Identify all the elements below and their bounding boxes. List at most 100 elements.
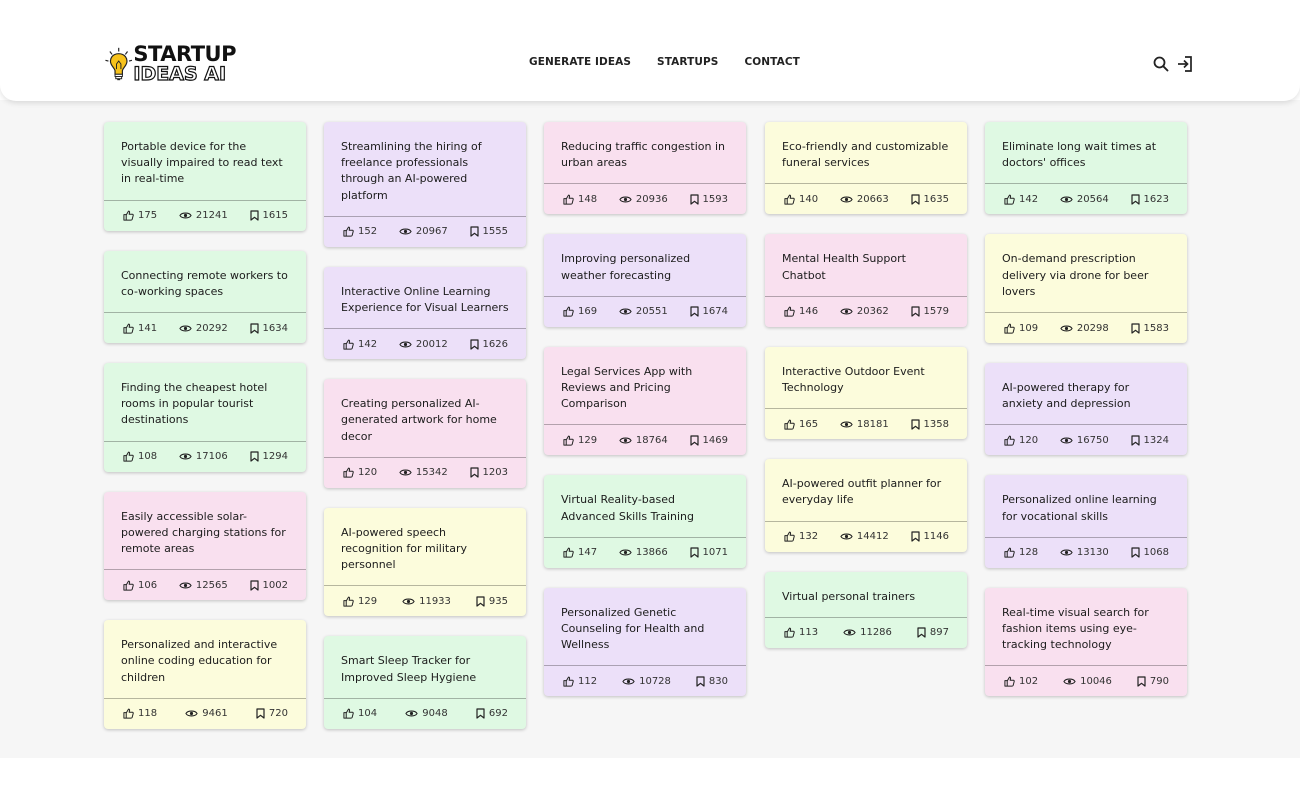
idea-stats: 148 20936 1593 bbox=[544, 183, 746, 214]
like-stat[interactable]: 106 bbox=[123, 580, 157, 591]
like-stat[interactable]: 152 bbox=[343, 226, 377, 237]
ideas-column: Reducing traffic congestion in urban are… bbox=[544, 122, 746, 716]
idea-card[interactable]: On-demand prescription delivery via dron… bbox=[985, 234, 1187, 344]
idea-card[interactable]: AI-powered outfit planner for everyday l… bbox=[765, 459, 967, 552]
save-stat[interactable]: 1358 bbox=[910, 419, 949, 430]
save-stat[interactable]: 830 bbox=[696, 676, 728, 687]
like-stat[interactable]: 120 bbox=[1004, 435, 1038, 446]
like-stat[interactable]: 141 bbox=[123, 323, 157, 334]
save-stat[interactable]: 1674 bbox=[689, 306, 728, 317]
save-stat[interactable]: 1593 bbox=[689, 194, 728, 205]
save-stat[interactable]: 720 bbox=[256, 708, 288, 719]
like-stat[interactable]: 128 bbox=[1004, 547, 1038, 558]
idea-card[interactable]: Personalized online learning for vocatio… bbox=[985, 475, 1187, 568]
idea-card[interactable]: Mental Health Support Chatbot 146 20362 157… bbox=[765, 234, 967, 327]
like-stat[interactable]: 112 bbox=[563, 676, 597, 687]
save-stat[interactable]: 1071 bbox=[689, 547, 728, 558]
like-stat[interactable]: 169 bbox=[563, 306, 597, 317]
idea-card[interactable]: AI-powered therapy for anxiety and depre… bbox=[985, 363, 1187, 456]
save-stat[interactable]: 1626 bbox=[469, 339, 508, 350]
idea-card[interactable]: Virtual personal trainers 113 11286 897 bbox=[765, 571, 967, 648]
eye-icon bbox=[619, 195, 632, 204]
save-stat[interactable]: 1324 bbox=[1130, 435, 1169, 446]
like-stat[interactable]: 142 bbox=[1004, 194, 1038, 205]
like-stat[interactable]: 108 bbox=[123, 451, 157, 462]
idea-card[interactable]: Streamlining the hiring of freelance pro… bbox=[324, 122, 526, 247]
like-stat[interactable]: 129 bbox=[563, 435, 597, 446]
save-stat[interactable]: 1294 bbox=[249, 451, 288, 462]
like-stat[interactable]: 120 bbox=[343, 467, 377, 478]
save-stat[interactable]: 1203 bbox=[469, 467, 508, 478]
idea-title: Eco-friendly and customizable funeral se… bbox=[782, 140, 949, 170]
save-stat[interactable]: 1579 bbox=[910, 306, 949, 317]
save-stat[interactable]: 1469 bbox=[689, 435, 728, 446]
save-stat[interactable]: 1146 bbox=[910, 531, 949, 542]
nav-startups[interactable]: STARTUPS bbox=[657, 56, 719, 68]
eye-icon bbox=[402, 597, 415, 606]
idea-card[interactable]: Portable device for the visually impaire… bbox=[104, 122, 306, 231]
idea-card[interactable]: AI-powered speech recognition for milita… bbox=[324, 507, 526, 617]
like-stat[interactable]: 113 bbox=[784, 627, 818, 638]
like-stat[interactable]: 118 bbox=[123, 708, 157, 719]
idea-card[interactable]: Creating personalized AI-generated artwo… bbox=[324, 379, 526, 488]
brand-logo[interactable]: STARTUP IDEAS AI bbox=[104, 40, 236, 88]
idea-card[interactable]: Real-time visual search for fashion item… bbox=[985, 587, 1187, 697]
eye-icon bbox=[185, 709, 198, 718]
save-stat[interactable]: 1002 bbox=[249, 580, 288, 591]
idea-card[interactable]: Eco-friendly and customizable funeral se… bbox=[765, 122, 967, 215]
save-stat[interactable]: 897 bbox=[917, 627, 949, 638]
bookmark-icon bbox=[689, 194, 699, 205]
idea-title: Reducing traffic congestion in urban are… bbox=[561, 140, 726, 170]
like-count: 169 bbox=[578, 306, 598, 318]
eye-icon bbox=[843, 628, 856, 637]
save-count: 1634 bbox=[262, 322, 288, 334]
like-count: 104 bbox=[358, 708, 378, 720]
save-stat[interactable]: 692 bbox=[476, 708, 508, 719]
like-stat[interactable]: 102 bbox=[1004, 676, 1038, 687]
idea-card[interactable]: Improving personalized weather forecasti… bbox=[544, 234, 746, 327]
save-count: 692 bbox=[488, 708, 508, 720]
like-stat[interactable]: 132 bbox=[784, 531, 818, 542]
idea-card[interactable]: Easily accessible solar-powered charging… bbox=[104, 491, 306, 601]
idea-card[interactable]: Interactive Outdoor Event Technology 165 1… bbox=[765, 346, 967, 440]
save-stat[interactable]: 790 bbox=[1137, 676, 1169, 687]
like-stat[interactable]: 147 bbox=[563, 547, 597, 558]
like-stat[interactable]: 129 bbox=[343, 596, 377, 607]
idea-card[interactable]: Personalized Genetic Counseling for Heal… bbox=[544, 587, 746, 697]
like-stat[interactable]: 148 bbox=[563, 194, 597, 205]
save-stat[interactable]: 935 bbox=[476, 596, 508, 607]
search-icon[interactable] bbox=[1152, 55, 1170, 73]
idea-stats: 175 21241 1615 bbox=[104, 199, 306, 231]
idea-card[interactable]: Connecting remote workers to co-working … bbox=[104, 250, 306, 344]
thumbs-up-icon bbox=[784, 531, 795, 542]
save-stat[interactable]: 1635 bbox=[910, 194, 949, 205]
save-count: 1068 bbox=[1143, 547, 1169, 559]
bookmark-icon bbox=[249, 210, 259, 221]
save-stat[interactable]: 1623 bbox=[1130, 194, 1169, 205]
like-stat[interactable]: 146 bbox=[784, 306, 818, 317]
idea-card[interactable]: Reducing traffic congestion in urban are… bbox=[544, 122, 746, 215]
save-stat[interactable]: 1555 bbox=[469, 226, 508, 237]
like-stat[interactable]: 142 bbox=[343, 339, 377, 350]
like-stat[interactable]: 140 bbox=[784, 194, 818, 205]
idea-card[interactable]: Smart Sleep Tracker for Improved Sleep H… bbox=[324, 636, 526, 729]
like-stat[interactable]: 175 bbox=[123, 210, 157, 221]
idea-stats: 104 9048 692 bbox=[324, 697, 526, 729]
idea-card[interactable]: Personalized and interactive online codi… bbox=[104, 620, 306, 729]
bookmark-icon bbox=[689, 435, 699, 446]
nav-generate-ideas[interactable]: GENERATE IDEAS bbox=[529, 56, 632, 68]
idea-card[interactable]: Finding the cheapest hotel rooms in popu… bbox=[104, 363, 306, 472]
login-icon[interactable] bbox=[1176, 55, 1194, 73]
save-stat[interactable]: 1068 bbox=[1130, 547, 1169, 559]
idea-card[interactable]: Eliminate long wait times at doctors' of… bbox=[985, 122, 1187, 215]
like-stat[interactable]: 165 bbox=[784, 419, 818, 430]
save-stat[interactable]: 1615 bbox=[249, 210, 288, 221]
idea-card[interactable]: Legal Services App with Reviews and Pric… bbox=[544, 346, 746, 456]
idea-card[interactable]: Virtual Reality-based Advanced Skills Tr… bbox=[544, 475, 746, 568]
nav-contact[interactable]: CONTACT bbox=[744, 56, 800, 68]
like-stat[interactable]: 104 bbox=[343, 708, 377, 719]
idea-card[interactable]: Interactive Online Learning Experience f… bbox=[324, 266, 526, 360]
like-stat[interactable]: 109 bbox=[1004, 323, 1038, 334]
save-stat[interactable]: 1583 bbox=[1130, 323, 1169, 334]
save-stat[interactable]: 1634 bbox=[249, 322, 288, 334]
